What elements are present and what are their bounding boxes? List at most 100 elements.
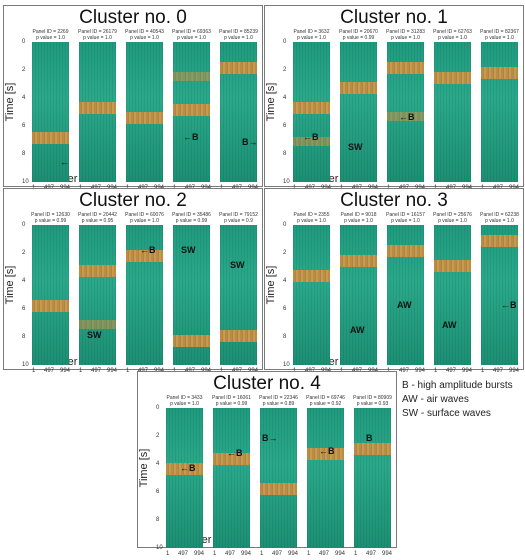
- panel-meta: Panel ID = 69363 p value = 1.0: [169, 29, 214, 41]
- p-value-label: p value = 0.95: [81, 218, 114, 224]
- seismic-panel: Panel ID = 62238 p value = 1.0 ←B 1 497 994: [480, 212, 519, 377]
- amplitude-band: [79, 102, 116, 114]
- legend: B - high amplitude bursts AW - air waves…: [402, 379, 513, 421]
- annotation-label: AW: [442, 320, 457, 330]
- y-tick-label: 2: [22, 67, 26, 73]
- cluster-title: Cluster no. 1: [340, 7, 448, 28]
- panel-id-label: Panel ID = 60076: [125, 212, 164, 218]
- p-value-label: p value = 0.93: [356, 401, 389, 407]
- p-value-label: p value = 1.0: [438, 218, 467, 224]
- seismic-image: [293, 225, 330, 365]
- p-value-label: p value = 1.0: [485, 218, 514, 224]
- x-tick-label: 994: [462, 368, 473, 374]
- panel-id-label: Panel ID = 16061: [212, 395, 251, 401]
- x-tick-label: 1: [79, 368, 83, 374]
- seismic-image: ←B: [293, 42, 330, 182]
- x-tick-label: 994: [335, 551, 346, 557]
- panel-meta: Panel ID = 22346 p value = 0.89: [256, 395, 301, 407]
- panel-id-label: Panel ID = 62763: [433, 29, 472, 35]
- panel-meta: Panel ID = 16157 p value = 1.0: [383, 212, 428, 224]
- seismic-panel: Panel ID = 3433 p value = 1.0 ←B 0 2 4 6 8 10 1 49…: [156, 395, 205, 560]
- seismic-panel: Panel ID = 80909 p value = 0.93 B 1 497 994: [353, 395, 392, 560]
- panel-meta: Panel ID = 79152 p value = 0.9: [216, 212, 261, 224]
- y-tick-label: 6: [283, 123, 287, 129]
- seismic-image: B: [354, 408, 391, 548]
- seismic-image: SW: [340, 42, 377, 182]
- cluster-title: Cluster no. 3: [340, 190, 448, 211]
- panel-id-label: Panel ID = 69363: [172, 29, 211, 35]
- x-tick-label: 994: [194, 551, 205, 557]
- annotation-label: ←B: [501, 300, 517, 310]
- x-tick-label: 1: [213, 551, 217, 557]
- x-tick-label: 1: [166, 551, 170, 557]
- amplitude-band: [260, 483, 297, 495]
- seismic-image: AW: [340, 225, 377, 365]
- time-axis-label: Time [s]: [265, 82, 277, 122]
- amplitude-band: [340, 255, 377, 267]
- panel-id-label: Panel ID = 80909: [353, 395, 392, 401]
- panel-id-label: Panel ID = 2269: [32, 29, 69, 35]
- seismic-image: ←B: [213, 408, 250, 548]
- x-tick-label: 1: [354, 551, 358, 557]
- legend-item-air-waves: AW - air waves: [402, 394, 469, 405]
- amplitude-band: [434, 72, 471, 84]
- x-tick-label: 497: [91, 368, 102, 374]
- amplitude-band: [220, 330, 257, 342]
- y-tick-label: 10: [283, 179, 290, 185]
- panel-id-label: Panel ID = 35486: [172, 212, 211, 218]
- panel-id-label: Panel ID = 20442: [78, 212, 117, 218]
- y-tick-label: 0: [22, 39, 26, 45]
- annotation-label: AW: [397, 300, 412, 310]
- seismic-image: AW: [387, 225, 424, 365]
- annotation-label: SW: [87, 330, 102, 340]
- panel-meta: Panel ID = 82367 p value = 1.0: [477, 29, 522, 41]
- x-tick-label: 994: [241, 551, 252, 557]
- amplitude-band: [126, 250, 163, 262]
- y-tick-label: 8: [283, 334, 287, 340]
- seismic-image: ←B: [173, 42, 210, 182]
- cluster-3: Cluster no. 3 Time [s] Receiver ID Panel…: [264, 188, 524, 374]
- y-tick-label: 4: [22, 278, 26, 284]
- p-value-label: p value = 1.0: [83, 35, 112, 41]
- seismic-image: ←B: [387, 42, 424, 182]
- seismic-image: [79, 42, 116, 182]
- panel-meta: Panel ID = 16061 p value = 0.99: [209, 395, 254, 407]
- seismic-image: [32, 225, 69, 365]
- amplitude-band: [173, 335, 210, 347]
- p-value-label: p value = 0.99: [175, 218, 208, 224]
- amplitude-band: [481, 235, 518, 247]
- annotation-label: AW: [350, 325, 365, 335]
- x-tick-label: 994: [288, 551, 299, 557]
- y-tick-label: 4: [283, 278, 287, 284]
- panel-meta: Panel ID = 2355 p value = 1.0: [289, 212, 334, 224]
- cluster-1: Cluster no. 1 Time [s] Receiver ID Panel…: [264, 5, 524, 191]
- panel-meta: Panel ID = 3433 p value = 1.0: [162, 395, 207, 407]
- panel-meta: Panel ID = 60076 p value = 1.0: [122, 212, 167, 224]
- x-tick-label: 1: [32, 368, 36, 374]
- p-value-label: p value = 1.0: [485, 35, 514, 41]
- amplitude-band: [79, 265, 116, 277]
- y-tick-label: 0: [156, 405, 160, 411]
- amplitude-band: [220, 62, 257, 74]
- x-tick-label: 994: [60, 368, 71, 374]
- amplitude-band: [126, 112, 163, 124]
- annotation-label: ←B: [180, 463, 196, 473]
- p-value-label: p value = 1.0: [297, 35, 326, 41]
- panel-id-label: Panel ID = 62238: [480, 212, 519, 218]
- panel-id-label: Panel ID = 85239: [219, 29, 258, 35]
- amplitude-band: [293, 137, 330, 146]
- panel-id-label: Panel ID = 82367: [480, 29, 519, 35]
- amplitude-band: [354, 443, 391, 455]
- panel-id-label: Panel ID = 3433: [166, 395, 203, 401]
- seismic-image: AW: [434, 225, 471, 365]
- annotation-label: B→: [262, 433, 278, 443]
- panel-meta: Panel ID = 9018 p value = 1.0: [336, 212, 381, 224]
